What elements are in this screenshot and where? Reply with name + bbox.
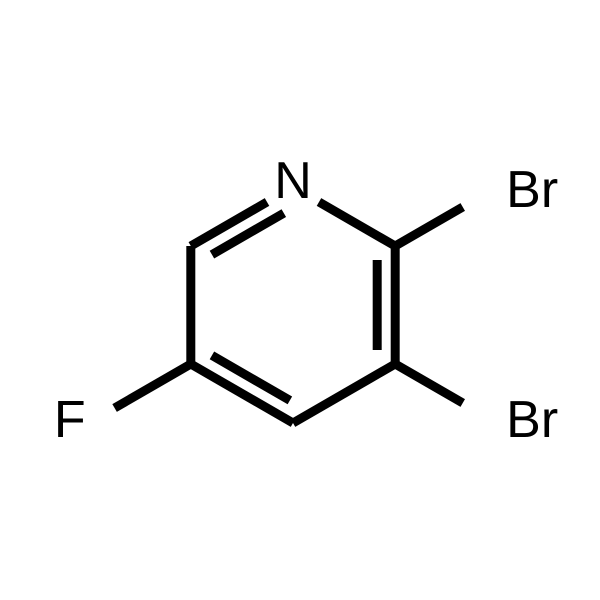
- bromine-2-bond: [395, 207, 463, 246]
- bromine-2-label: Br: [506, 161, 558, 219]
- nitrogen-label: N: [274, 152, 312, 210]
- ring-bond-inner: [212, 213, 284, 255]
- fluorine-5-label: F: [54, 391, 86, 449]
- ring-bond: [293, 364, 395, 423]
- ring-bond: [319, 202, 395, 246]
- ring-bond: [191, 202, 267, 246]
- molecule-diagram: N Br Br F: [0, 0, 600, 600]
- bromine-3-label: Br: [506, 391, 558, 449]
- bromine-3-bond: [395, 364, 463, 403]
- fluorine-5-bond: [115, 364, 191, 408]
